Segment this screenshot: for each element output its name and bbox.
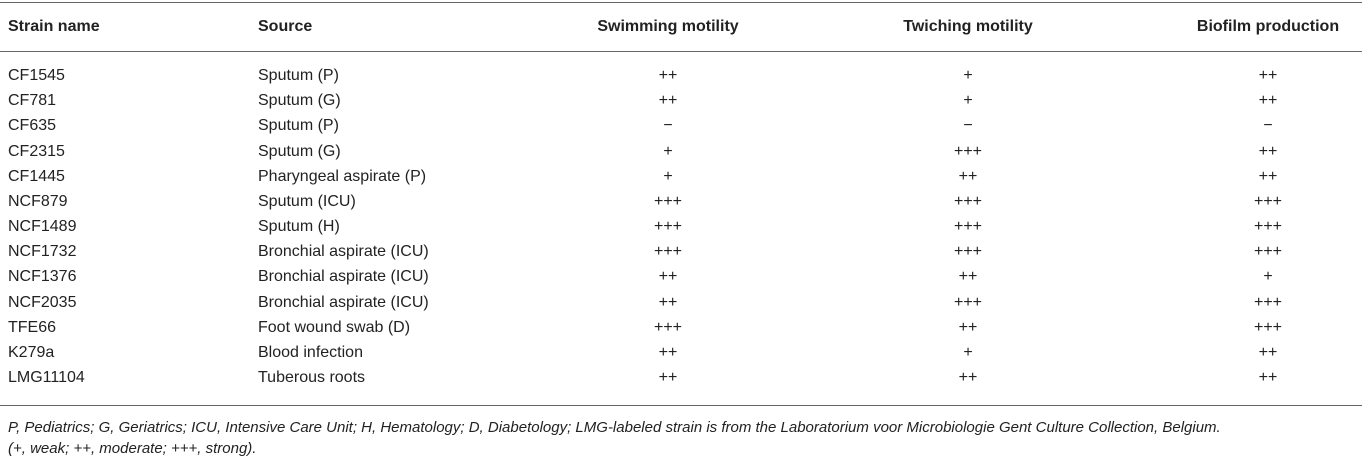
table-cell: −	[1263, 117, 1273, 135]
table-cell: Blood infection	[258, 343, 363, 361]
table-cell: Sputum (P)	[258, 67, 339, 84]
table-cell: Tuberous roots	[258, 369, 366, 387]
header-cell: Swimming motility	[597, 18, 739, 35]
table-cell: CF1445	[8, 167, 65, 185]
table-cell: Pharyngeal aspirate (P)	[258, 167, 427, 185]
table-cell: ++	[1258, 167, 1278, 185]
table-cell: NCF2035	[8, 293, 77, 311]
header-cell: Biofilm production	[1196, 18, 1340, 35]
table-cell: Sputum (H)	[258, 218, 340, 236]
table-cell: +++	[953, 243, 983, 261]
table-cell: Foot wound swab (D)	[258, 318, 411, 336]
bottom-rule	[0, 405, 1362, 406]
table-cell: NCF1732	[8, 243, 77, 261]
table-cell: LMG11104	[8, 369, 85, 387]
table-cell: +++	[953, 218, 983, 236]
header-cell: Source	[258, 18, 313, 35]
table-cell: +++	[1253, 293, 1283, 311]
table-cell: Bronchial aspirate (ICU)	[258, 243, 429, 261]
table-cell: ++	[1258, 369, 1278, 387]
table-cell: +	[663, 142, 673, 160]
header-cell: Twiching motility	[903, 18, 1033, 35]
table-cell: +	[1263, 268, 1273, 286]
table-cell: −	[963, 117, 973, 135]
table-cell: ++	[658, 67, 678, 84]
table-cell: ++	[658, 343, 678, 361]
table-cell: +++	[1253, 192, 1283, 210]
table-cell: +	[663, 167, 673, 185]
table-cell: +	[963, 92, 973, 110]
table-cell: ++	[958, 369, 978, 387]
table-cell: NCF1376	[8, 268, 77, 286]
table-cell: +	[963, 67, 973, 84]
table-cell: +++	[1253, 318, 1283, 336]
table-cell: ++	[1258, 142, 1278, 160]
top-rule	[0, 2, 1362, 3]
table-cell: +++	[1253, 243, 1283, 261]
table-cell: CF2315	[8, 142, 65, 160]
table-cell: +++	[653, 192, 683, 210]
table-cell: ++	[658, 268, 678, 286]
header-cell: Strain name	[8, 18, 100, 35]
table-cell: ++	[658, 293, 678, 311]
table-cell: Sputum (ICU)	[258, 192, 356, 210]
table-cell: ++	[658, 92, 678, 110]
table-cell: Bronchial aspirate (ICU)	[258, 293, 429, 311]
table-cell: NCF1489	[8, 218, 77, 236]
footnote: (+, weak; ++, moderate; +++, strong).	[8, 440, 257, 457]
table-cell: +++	[653, 318, 683, 336]
table-cell: TFE66	[8, 318, 57, 336]
footnote: P, Pediatrics; G, Geriatrics; ICU, Inten…	[8, 419, 1221, 436]
table-cell: +++	[653, 218, 683, 236]
table-cell: ++	[958, 167, 978, 185]
table-cell: +++	[1253, 218, 1283, 236]
table-cell: −	[663, 117, 673, 135]
table-cell: ++	[658, 369, 678, 387]
table-cell: +++	[653, 243, 683, 261]
table-cell: Sputum (G)	[258, 142, 341, 160]
table-cell: ++	[1258, 92, 1278, 110]
header-rule	[0, 51, 1362, 52]
table-cell: ++	[958, 318, 978, 336]
table-cell: +++	[953, 192, 983, 210]
table-cell: CF1545	[8, 67, 65, 84]
table-cell: Bronchial aspirate (ICU)	[258, 268, 429, 286]
table-cell: CF635	[8, 117, 57, 135]
table-cell: NCF879	[8, 192, 68, 210]
table-cell: K279a	[8, 343, 55, 361]
table-cell: CF781	[8, 92, 57, 110]
table-cell: +	[963, 343, 973, 361]
table-cell: Sputum (P)	[258, 117, 339, 135]
table-cell: ++	[958, 268, 978, 286]
table-cell: +++	[953, 293, 983, 311]
table-cell: Sputum (G)	[258, 92, 341, 110]
table-cell: +++	[953, 142, 983, 160]
table-cell: ++	[1258, 67, 1278, 84]
table-cell: ++	[1258, 343, 1278, 361]
